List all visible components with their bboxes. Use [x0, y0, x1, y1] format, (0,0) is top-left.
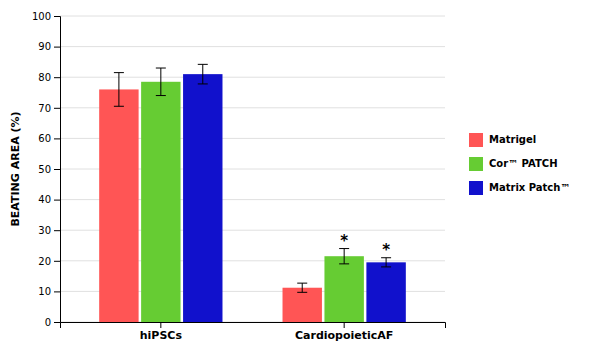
- y-tick: 40: [38, 194, 60, 205]
- tick-label: 0: [45, 317, 51, 328]
- tick-label: 80: [38, 72, 51, 83]
- legend: Matrigel Cor™ PATCH Matrix Patch™: [469, 133, 570, 195]
- series: [99, 73, 322, 322]
- error-bar: [114, 73, 124, 107]
- error-bar-line: [381, 258, 391, 267]
- x-axis: hiPSCs CardiopoieticAF: [61, 322, 446, 342]
- tick-mark: [54, 230, 60, 231]
- tick-label: 10: [38, 286, 51, 297]
- error-bar: [381, 258, 391, 267]
- legend-item: Matrix Patch™: [469, 181, 570, 195]
- bar: [99, 89, 138, 322]
- bar: [141, 82, 180, 322]
- marks: [99, 64, 406, 322]
- grid-line: [60, 46, 445, 47]
- legend-label: Matrix Patch™: [489, 182, 570, 193]
- grid-line: [60, 16, 445, 17]
- y-tick: 100: [32, 11, 60, 22]
- bar: [183, 74, 222, 322]
- tick-label: 40: [38, 194, 51, 205]
- tick-label: 60: [38, 133, 51, 144]
- grid: [60, 16, 445, 322]
- tick-label: CardiopoieticAF: [295, 329, 393, 342]
- legend-label: Cor™ PATCH: [489, 158, 558, 169]
- error-bar: [339, 249, 349, 264]
- series: [141, 68, 364, 322]
- error-bar-line: [339, 249, 349, 264]
- legend-swatch: [469, 157, 483, 171]
- tick-label: 70: [38, 103, 51, 114]
- tick-mark: [54, 322, 60, 323]
- tick-mark: [160, 322, 161, 328]
- series: [183, 64, 406, 322]
- y-axis: 0 10 20 30 40 50 60 70 80 90 100: [32, 11, 61, 328]
- y-tick: 10: [38, 286, 60, 297]
- y-tick: 50: [38, 164, 60, 175]
- grid-line: [60, 77, 445, 78]
- tick-mark: [54, 108, 60, 109]
- error-bar-line: [156, 68, 166, 96]
- error-bar: [297, 283, 307, 292]
- x-tick: hiPSCs: [140, 322, 183, 342]
- y-tick: 20: [38, 256, 60, 267]
- plot: 0 10 20 30 40 50 60 70 80 90 100 hiPSCs Cardiopoieti…: [32, 11, 446, 342]
- tick-label: 100: [32, 11, 51, 22]
- y-tick: 0: [45, 317, 60, 328]
- x-tick: CardiopoieticAF: [295, 322, 393, 342]
- bar: [324, 256, 363, 322]
- error-bar-line: [198, 64, 208, 84]
- y-tick: 90: [38, 41, 60, 52]
- chart-container: 0 10 20 30 40 50 60 70 80 90 100 hiPSCs Cardiopoieti…: [0, 0, 610, 356]
- annotation: *: [340, 232, 348, 250]
- tick-label: 50: [38, 164, 51, 175]
- axis-line: [61, 323, 446, 329]
- y-axis-title: BEATING AREA (%): [9, 111, 22, 226]
- bar: [366, 262, 405, 322]
- legend-item: Cor™ PATCH: [469, 157, 558, 171]
- error-bar: [198, 64, 208, 84]
- tick-mark: [54, 291, 60, 292]
- tick-mark: [54, 169, 60, 170]
- y-tick: 30: [38, 225, 60, 236]
- legend-item: Matrigel: [469, 133, 536, 147]
- error-bar: [156, 68, 166, 96]
- axis-line: [54, 17, 61, 323]
- y-tick: 60: [38, 133, 60, 144]
- tick-mark: [54, 200, 60, 201]
- tick-label: 90: [38, 41, 51, 52]
- tick-mark: [54, 47, 60, 48]
- tick-label: hiPSCs: [140, 329, 183, 342]
- tick-label: 20: [38, 256, 51, 267]
- annotation: *: [382, 241, 390, 259]
- legend-swatch: [469, 133, 483, 147]
- legend-label: Matrigel: [489, 134, 536, 145]
- legend-swatch: [469, 181, 483, 195]
- tick-mark: [54, 77, 60, 78]
- tick-mark: [54, 261, 60, 262]
- annotations: **: [340, 232, 390, 259]
- bar: [283, 288, 322, 322]
- error-bar-line: [297, 283, 307, 292]
- y-tick: 70: [38, 103, 60, 114]
- tick-label: 30: [38, 225, 51, 236]
- y-tick: 80: [38, 72, 60, 83]
- tick-mark: [54, 16, 60, 17]
- tick-mark: [54, 138, 60, 139]
- chart: 0 10 20 30 40 50 60 70 80 90 100 hiPSCs Cardiopoieti…: [0, 0, 610, 356]
- tick-mark: [344, 322, 345, 328]
- error-bar-line: [114, 73, 124, 107]
